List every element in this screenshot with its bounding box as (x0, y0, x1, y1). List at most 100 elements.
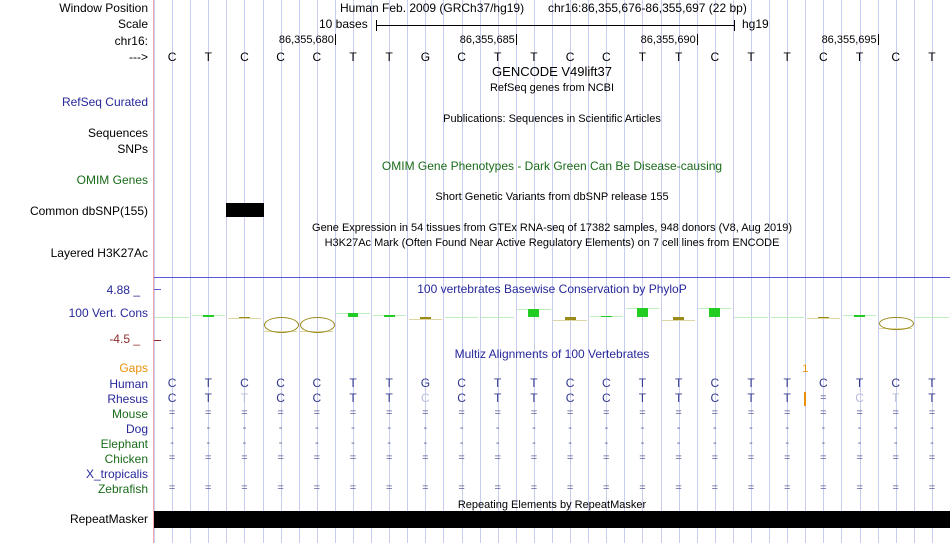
alignment-cell-elephant: - (749, 437, 753, 449)
sidebar-item-species-dog[interactable]: Dog (125, 422, 148, 436)
alignment-cell-dog: - (604, 422, 609, 434)
gridline (896, 0, 897, 543)
track-title-multiz[interactable]: Multiz Alignments of 100 Vertebrates (454, 347, 650, 361)
phylop-negative-bar (239, 316, 250, 318)
alignment-cell-human: T (855, 376, 864, 390)
sequence-base: T (349, 50, 357, 64)
alignment-cell-zebrafish: = (892, 482, 899, 494)
alignment-cell-chicken: = (205, 452, 212, 464)
alignment-cell-dog: - (423, 422, 428, 434)
phylop-positive-bar (600, 315, 612, 317)
scale-bar-left-cap (376, 20, 377, 31)
sequence-base: C (312, 50, 322, 64)
track-title-repeatmasker[interactable]: Repeating Elements by RepeatMasker (457, 499, 647, 511)
track-title-dbsnp[interactable]: Short Genetic Variants from dbSNP releas… (435, 191, 669, 203)
gridline (552, 0, 553, 543)
alignment-cell-human: C (710, 376, 720, 390)
gridline (498, 0, 499, 543)
track-title-refseq[interactable]: RefSeq genes from NCBI (489, 82, 615, 94)
alignment-cell-zebrafish: = (566, 482, 574, 494)
gridline (534, 0, 535, 543)
sidebar-item-repeatmasker[interactable]: RepeatMasker (69, 512, 148, 526)
alignment-cell-elephant: - (532, 437, 536, 449)
alignment-cell-elephant: - (712, 437, 717, 449)
sidebar-item-species-zebrafish[interactable]: Zebrafish (97, 482, 148, 496)
alignment-cell-zebrafish: = (783, 482, 791, 494)
alignment-cell-rhesus: C (312, 391, 322, 405)
track-title-h3k27ac[interactable]: H3K27Ac Mark (Often Found Near Active Re… (324, 237, 780, 249)
sidebar-item-gaps[interactable]: Gaps (119, 361, 148, 375)
track-title-gencode[interactable]: GENCODE V49lift37 (492, 64, 612, 79)
repeatmasker-feature-block[interactable] (154, 511, 950, 528)
track-title-gtex[interactable]: Gene Expression in 54 tissues from GTEx … (312, 222, 792, 234)
alignment-cell-zebrafish: = (603, 482, 610, 494)
sidebar-item-species-x-tropicalis[interactable]: X_tropicalis (85, 467, 148, 481)
track-title-conservation[interactable]: 100 vertebrates Basewise Conservation by… (417, 282, 687, 296)
alignment-cell-zebrafish: = (639, 482, 646, 494)
gridline (661, 0, 662, 543)
cons-axis-max-label: 4.88 _ (106, 283, 140, 297)
gridline (787, 0, 788, 543)
alignment-cell-human: C (565, 376, 575, 390)
sidebar-item-common-dbsnp[interactable]: Common dbSNP(155) (29, 204, 148, 218)
alignment-cell-elephant: - (314, 437, 319, 449)
sidebar-item-species-human[interactable]: Human (109, 377, 148, 391)
sidebar-item-species-mouse[interactable]: Mouse (111, 407, 148, 421)
alignment-cell-elephant: - (857, 437, 862, 449)
alignment-cell-rhesus: C (601, 391, 611, 405)
gridline (932, 0, 933, 543)
sidebar-item-100-vert-cons[interactable]: 100 Vert. Cons (68, 306, 148, 320)
alignment-cell-zebrafish: = (820, 482, 827, 494)
sidebar-label-chrom: chr16: (114, 34, 148, 48)
alignment-cell-rhesus: C (167, 391, 177, 405)
gridline (226, 0, 227, 543)
dbsnp-variant-block[interactable] (226, 203, 264, 217)
alignment-cell-human: C (312, 376, 322, 390)
track-title-omim[interactable]: OMIM Gene Phenotypes - Dark Green Can Be… (381, 159, 723, 173)
phylop-positive-bar (528, 309, 540, 317)
sidebar-item-refseq-curated[interactable]: RefSeq Curated (61, 95, 148, 109)
phylop-positive-bar (709, 308, 721, 317)
alignment-cell-zebrafish: = (458, 482, 465, 494)
ruler-tick-mark (696, 34, 698, 45)
sidebar-item-species-rhesus[interactable]: Rhesus (107, 392, 148, 406)
gridline (860, 0, 861, 543)
assembly-title: Human Feb. 2009 (GRCh37/hg19) (340, 1, 525, 15)
gridline (154, 0, 155, 543)
alignment-cell-rhesus: C (276, 391, 285, 405)
alignment-cell-human: C (891, 376, 901, 390)
alignment-cell-elephant: - (206, 437, 211, 449)
phylop-whisker (481, 316, 515, 318)
alignment-cell-rhesus: T (240, 391, 249, 405)
sidebar-item-omim-genes[interactable]: OMIM Genes (76, 173, 148, 187)
gridline (570, 0, 571, 543)
sequence-base: C (240, 50, 249, 64)
track-title-publications[interactable]: Publications: Sequences in Scientific Ar… (443, 113, 661, 125)
alignment-cell-dog: - (785, 422, 790, 434)
alignment-cell-mouse: = (313, 407, 321, 419)
sidebar-item-species-chicken[interactable]: Chicken (104, 452, 148, 466)
gridline (841, 0, 842, 543)
alignment-cell-dog: - (821, 422, 826, 434)
gridline (425, 0, 426, 543)
ruler-tick-mark (877, 34, 879, 45)
alignment-cell-zebrafish: = (675, 482, 682, 494)
alignment-cell-zebrafish: = (205, 482, 212, 494)
phylop-negative-bar (817, 316, 829, 319)
ruler-tick-label: 86,355,695 (821, 34, 877, 46)
alignment-cell-human: C (167, 376, 177, 390)
gridline (769, 0, 770, 543)
phylop-whisker (770, 316, 804, 318)
alignment-cell-mouse: = (820, 407, 827, 419)
alignment-cell-elephant: - (242, 437, 247, 449)
alignment-cell-human: T (204, 376, 212, 390)
alignment-cell-rhesus: T (349, 391, 357, 405)
sequence-base: T (385, 50, 393, 64)
sidebar-item-snps[interactable]: SNPs (117, 142, 148, 156)
sidebar-item-species-elephant[interactable]: Elephant (100, 437, 148, 451)
alignment-cell-rhesus: T (385, 391, 393, 405)
sidebar-item-sequences[interactable]: Sequences (87, 126, 148, 140)
sidebar-item-layered-h3k27ac[interactable]: Layered H3K27Ac (50, 246, 148, 260)
phylop-negative-ellipse (300, 316, 336, 333)
alignment-cell-rhesus: T (674, 391, 683, 405)
